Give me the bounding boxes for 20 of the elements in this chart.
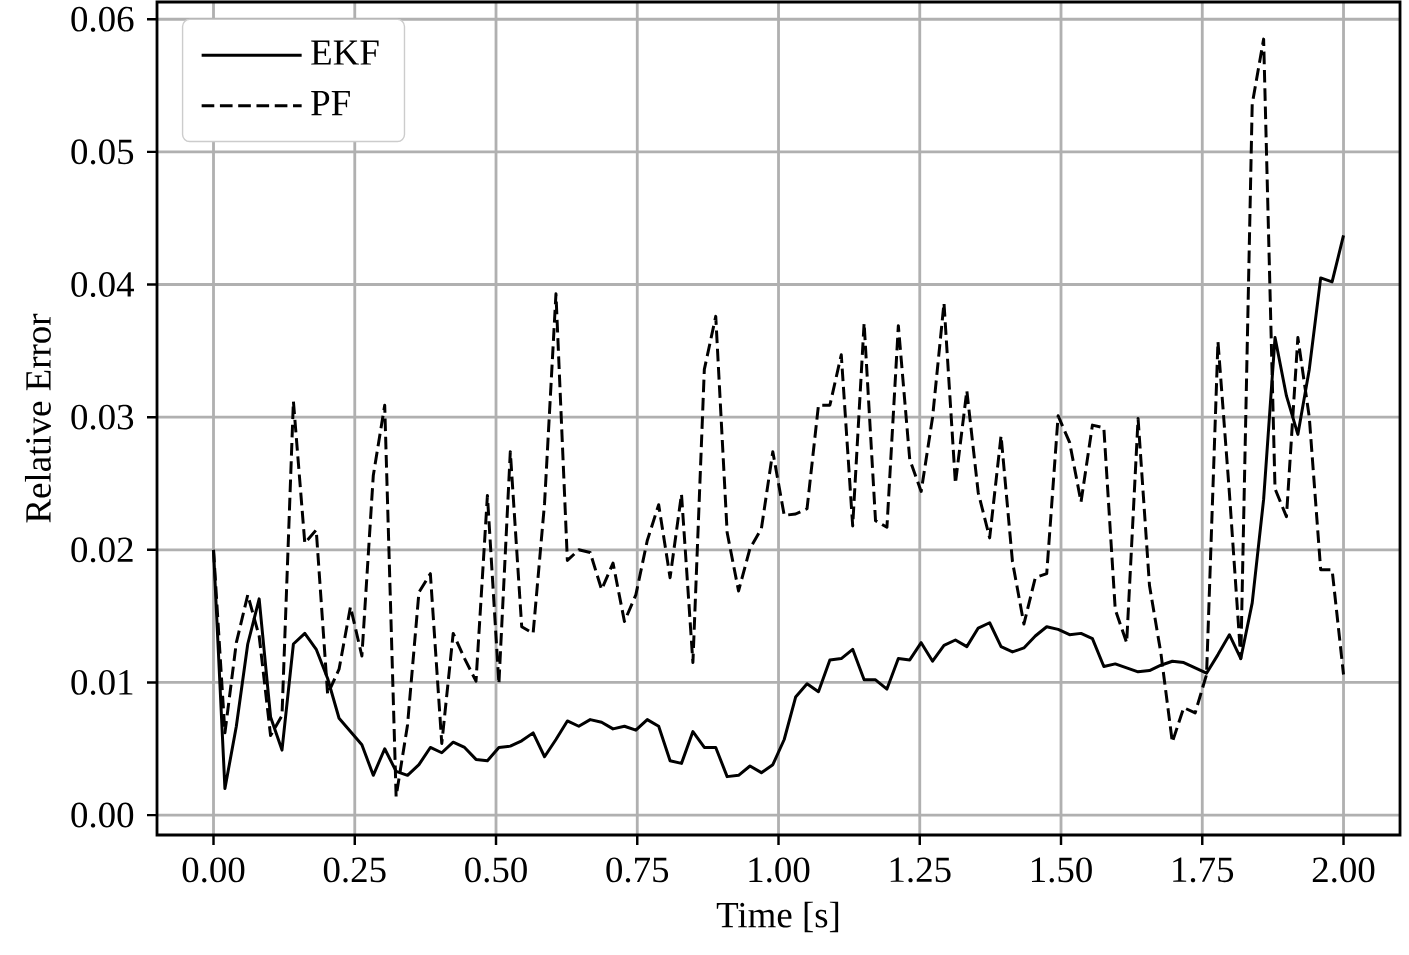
x-tick-label: 1.75	[1173, 857, 1234, 883]
y-tick-label: 0.00	[71, 802, 134, 828]
x-tick-label: 1.50	[1031, 857, 1092, 883]
legend-label: EKF	[311, 40, 379, 65]
x-tick-label: 0.00	[182, 857, 245, 883]
y-axis-title: Relative Error	[24, 313, 51, 523]
y-tick-label: 0.01	[71, 669, 133, 695]
x-tick-label: 0.50	[465, 857, 527, 883]
y-tick-label: 0.04	[71, 272, 134, 298]
y-tick-label: 0.05	[71, 139, 134, 165]
legend-label: PF	[311, 90, 350, 116]
y-tick-label: 0.06	[71, 6, 134, 32]
x-tick-label: 2.00	[1312, 857, 1375, 883]
x-tick-label: 0.75	[606, 857, 669, 883]
x-tick-label: 0.25	[323, 857, 386, 883]
x-axis-title: Time [s]	[716, 901, 839, 933]
x-tick-label: 1.25	[890, 857, 951, 883]
y-tick-label: 0.02	[71, 537, 133, 563]
x-tick-label: 1.00	[749, 857, 810, 883]
y-tick-label: 0.03	[71, 404, 134, 430]
